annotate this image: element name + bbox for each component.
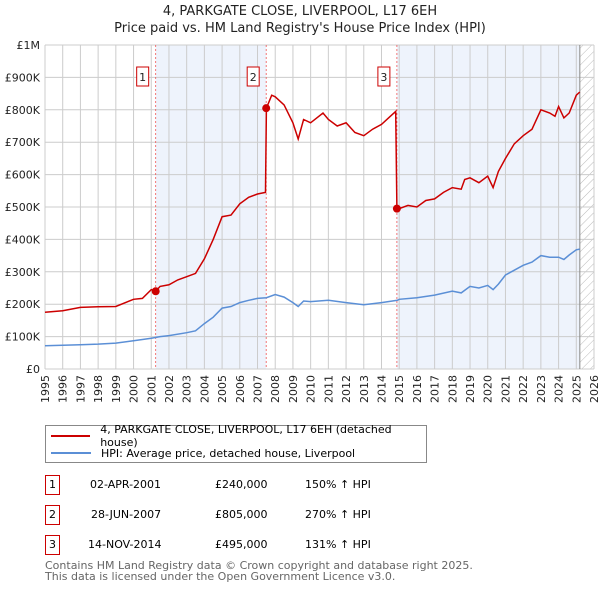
x-tick-label: 2010 — [305, 375, 318, 403]
plot-area: 1995 1996 1997 1998 1999 2000 2001 2002 2003 2004… — [5, 39, 600, 403]
x-tick-label: 2001 — [145, 375, 158, 403]
x-tick-label: 2008 — [269, 375, 282, 403]
x-tick-label: 2023 — [535, 375, 548, 403]
x-tick-label: 2012 — [340, 375, 353, 403]
legend-swatch-property — [51, 435, 91, 437]
x-tick-label: 2009 — [287, 375, 300, 403]
footer: Contains HM Land Registry data © Crown c… — [45, 560, 473, 582]
y-tick-label: £800K — [5, 104, 41, 117]
x-tick-label: 2025 — [570, 375, 583, 403]
x-tick-label: 2005 — [216, 375, 229, 403]
legend-swatch-hpi — [51, 452, 91, 454]
x-tick-label: 2007 — [252, 375, 265, 403]
x-tick-label: 1995 — [39, 375, 52, 403]
legend-label-property: 4, PARKGATE CLOSE, LIVERPOOL, L17 6EH (d… — [100, 423, 392, 449]
sale-row: 3 14-NOV-2014 £495,000 131% ↑ HPI — [45, 535, 465, 555]
x-tick-label: 2004 — [198, 375, 211, 403]
x-tick-label: 2011 — [322, 375, 335, 403]
y-tick-label: £1M — [17, 39, 41, 52]
sale-row: 2 28-JUN-2007 £805,000 270% ↑ HPI — [45, 505, 465, 525]
hpi-line — [44, 248, 580, 347]
x-tick-label: 2002 — [163, 375, 176, 403]
sale-price: £240,000 — [215, 478, 268, 491]
x-tick-label: 2018 — [446, 375, 459, 403]
sale-marker-box — [377, 66, 391, 87]
x-tick-label: 2024 — [553, 375, 566, 403]
y-tick-label: £0 — [26, 363, 40, 376]
x-tick-label: 2006 — [234, 375, 247, 403]
property-price-line — [44, 91, 581, 314]
x-tick-label: 1998 — [92, 375, 105, 403]
y-tick-label: £600K — [5, 169, 41, 182]
sale-marker-label: 2 — [45, 505, 60, 525]
sale-hpi-change: 131% ↑ HPI — [305, 538, 371, 551]
x-tick-label: 1996 — [57, 375, 70, 403]
sale-date: 14-NOV-2014 — [88, 538, 162, 551]
sale-row: 1 02-APR-2001 £240,000 150% ↑ HPI — [45, 475, 465, 495]
y-tick-label: £900K — [5, 71, 41, 84]
y-tick-label: £200K — [5, 298, 41, 311]
x-tick-label: 2000 — [128, 375, 141, 403]
x-tick-label: 2003 — [181, 375, 194, 403]
sale-date: 02-APR-2001 — [90, 478, 162, 491]
x-tick-label: 2014 — [375, 375, 388, 403]
x-tick-label: 2021 — [499, 375, 512, 403]
x-tick-label: 2019 — [464, 375, 477, 403]
footer-copyright: Contains HM Land Registry data © Crown c… — [45, 559, 473, 572]
y-tick-label: £500K — [5, 201, 41, 214]
x-tick-label: 2013 — [358, 375, 371, 403]
x-tick-label: 2017 — [429, 375, 442, 403]
sale-marker-box — [246, 66, 260, 87]
footer-licence: This data is licensed under the Open Gov… — [45, 570, 396, 583]
x-tick-label: 2022 — [517, 375, 530, 403]
sale-point — [151, 287, 160, 296]
y-tick-label: £700K — [5, 136, 41, 149]
x-tick-label: 1997 — [74, 375, 87, 403]
sale-marker-label: 3 — [380, 71, 387, 84]
sale-marker-label: 3 — [45, 535, 60, 555]
sale-point — [262, 104, 271, 113]
x-tick-label: 2020 — [482, 375, 495, 403]
sale-price: £495,000 — [215, 538, 268, 551]
chart-subtitle: Price paid vs. HM Land Registry's House … — [114, 21, 486, 36]
sale-marker-box — [136, 66, 150, 87]
sale-date: 28-JUN-2007 — [91, 508, 162, 521]
sale-point — [392, 204, 401, 213]
x-tick-label: 2026 — [588, 375, 600, 403]
y-tick-label: £100K — [5, 331, 41, 344]
sale-marker-label: 2 — [250, 71, 257, 84]
legend-label-hpi: HPI: Average price, detached house, Live… — [101, 446, 356, 460]
y-tick-label: £300K — [5, 266, 41, 279]
legend: 4, PARKGATE CLOSE, LIVERPOOL, L17 6EH (d… — [45, 423, 427, 463]
chart-title: 4, PARKGATE CLOSE, LIVERPOOL, L17 6EH — [162, 4, 438, 19]
sale-marker-label: 1 — [45, 475, 60, 495]
sale-hpi-change: 150% ↑ HPI — [305, 478, 371, 491]
x-tick-label: 2015 — [393, 375, 406, 403]
sale-hpi-change: 270% ↑ HPI — [305, 508, 371, 521]
y-tick-label: £400K — [5, 233, 41, 246]
x-tick-label: 2016 — [411, 375, 424, 403]
sale-price: £805,000 — [215, 508, 268, 521]
x-tick-label: 1999 — [110, 375, 123, 403]
sale-marker-label: 1 — [139, 71, 146, 84]
